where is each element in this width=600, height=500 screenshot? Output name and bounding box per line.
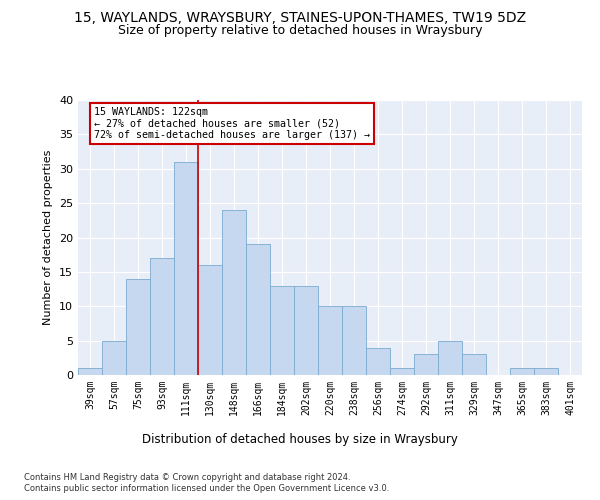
Text: Size of property relative to detached houses in Wraysbury: Size of property relative to detached ho… (118, 24, 482, 37)
Bar (294, 286, 318, 375)
Text: 15, WAYLANDS, WRAYSBURY, STAINES-UPON-THAMES, TW19 5DZ: 15, WAYLANDS, WRAYSBURY, STAINES-UPON-TH… (74, 11, 526, 25)
Bar (246, 244, 270, 375)
Bar (222, 210, 246, 375)
Bar (270, 286, 294, 375)
Bar (438, 340, 462, 375)
Bar (198, 265, 222, 375)
Bar (126, 279, 150, 375)
Text: Distribution of detached houses by size in Wraysbury: Distribution of detached houses by size … (142, 432, 458, 446)
Y-axis label: Number of detached properties: Number of detached properties (43, 150, 53, 325)
Bar (318, 306, 342, 375)
Bar (414, 354, 438, 375)
Bar (150, 258, 174, 375)
Bar (174, 162, 198, 375)
Bar (510, 368, 534, 375)
Text: 15 WAYLANDS: 122sqm
← 27% of detached houses are smaller (52)
72% of semi-detach: 15 WAYLANDS: 122sqm ← 27% of detached ho… (94, 107, 370, 140)
Bar (534, 368, 558, 375)
Bar (366, 348, 390, 375)
Text: Contains public sector information licensed under the Open Government Licence v3: Contains public sector information licen… (24, 484, 389, 493)
Text: Contains HM Land Registry data © Crown copyright and database right 2024.: Contains HM Land Registry data © Crown c… (24, 472, 350, 482)
Bar (78, 368, 102, 375)
Bar (462, 354, 486, 375)
Bar (342, 306, 366, 375)
Bar (390, 368, 414, 375)
Bar (102, 340, 126, 375)
